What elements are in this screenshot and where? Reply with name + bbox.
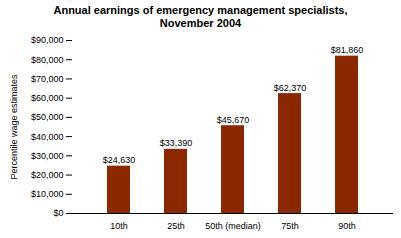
svg-text:$40,000: $40,000 bbox=[31, 132, 64, 142]
svg-text:$10,000: $10,000 bbox=[31, 190, 64, 200]
svg-text:10th: 10th bbox=[110, 221, 128, 231]
svg-text:$62,370: $62,370 bbox=[274, 83, 307, 93]
svg-text:$20,000: $20,000 bbox=[31, 170, 64, 180]
svg-text:$45,670: $45,670 bbox=[217, 115, 250, 125]
svg-text:$30,000: $30,000 bbox=[31, 151, 64, 161]
svg-text:50th (median): 50th (median) bbox=[205, 221, 261, 231]
svg-text:$90,000: $90,000 bbox=[31, 36, 64, 46]
html-text:Annual earnings of emergency m: Annual earnings of emergency management … bbox=[53, 4, 348, 30]
svg-text:75th: 75th bbox=[281, 221, 299, 231]
svg-text:$24,630: $24,630 bbox=[103, 156, 136, 166]
svg-text:$50,000: $50,000 bbox=[31, 113, 64, 123]
svg-text:25th: 25th bbox=[167, 221, 185, 231]
svg-text:$81,860: $81,860 bbox=[331, 46, 364, 56]
svg-text:$70,000: $70,000 bbox=[31, 74, 64, 84]
svg-text:90th: 90th bbox=[338, 221, 356, 231]
svg-text:$33,390: $33,390 bbox=[160, 139, 193, 149]
svg-text:$60,000: $60,000 bbox=[31, 93, 64, 103]
svg-text:$0: $0 bbox=[53, 209, 63, 219]
svg-text:Percentile wage estimates: Percentile wage estimates bbox=[9, 74, 19, 180]
svg-text:$80,000: $80,000 bbox=[31, 55, 64, 65]
